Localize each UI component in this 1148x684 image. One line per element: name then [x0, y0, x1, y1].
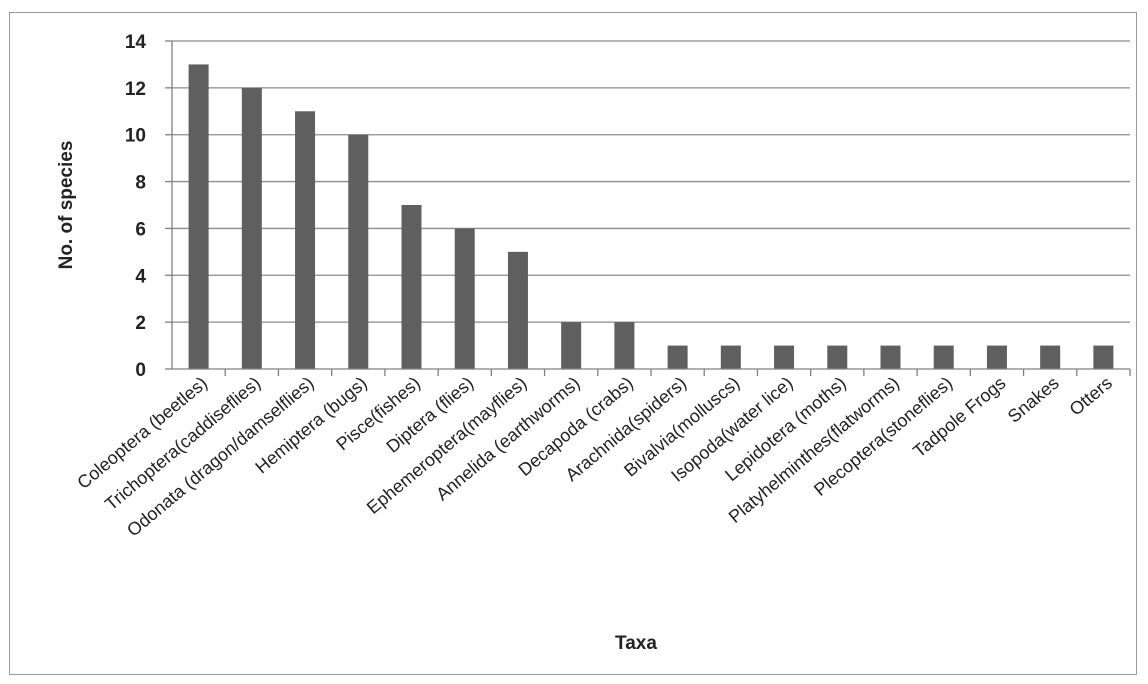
bar: [1093, 345, 1114, 369]
bar: [188, 64, 209, 369]
bar: [295, 111, 316, 370]
y-tick-label: 10: [125, 126, 146, 147]
bar: [241, 87, 262, 369]
y-tick-label: 8: [135, 173, 146, 194]
y-tick-label: 6: [135, 219, 146, 240]
bar: [1040, 345, 1061, 369]
y-tick-label: 2: [135, 313, 146, 334]
bars: [188, 64, 1114, 370]
bar: [507, 251, 528, 369]
bar: [667, 345, 688, 369]
y-tick-labels: 0 2 4 6 8 10 12 14: [125, 32, 147, 381]
bar: [401, 205, 422, 369]
bar: [880, 345, 901, 369]
bar: [774, 345, 795, 369]
axes: [171, 41, 1131, 376]
bar: [614, 322, 635, 369]
bar: [720, 345, 741, 369]
y-tick-label: 14: [125, 32, 147, 53]
y-tick-label: 4: [135, 266, 146, 287]
x-tick-label: Otters: [1066, 373, 1116, 420]
x-tick-label: Snakes: [1004, 373, 1063, 427]
x-tick-label: Tadpole Frogs: [909, 373, 1009, 462]
bar: [348, 134, 369, 369]
x-tick-labels: Coleoptera (beetles)Trichoptera(caddisef…: [73, 373, 1116, 541]
gridlines: [165, 40, 1130, 370]
bar: [827, 345, 848, 369]
y-tick-label: 0: [135, 360, 146, 381]
bar: [933, 345, 954, 369]
bar: [986, 345, 1007, 369]
bar: [561, 322, 582, 369]
y-axis-title: No. of species: [56, 141, 77, 270]
y-tick-label: 12: [125, 79, 146, 100]
x-axis-title: Taxa: [615, 633, 657, 654]
bar: [454, 228, 475, 369]
